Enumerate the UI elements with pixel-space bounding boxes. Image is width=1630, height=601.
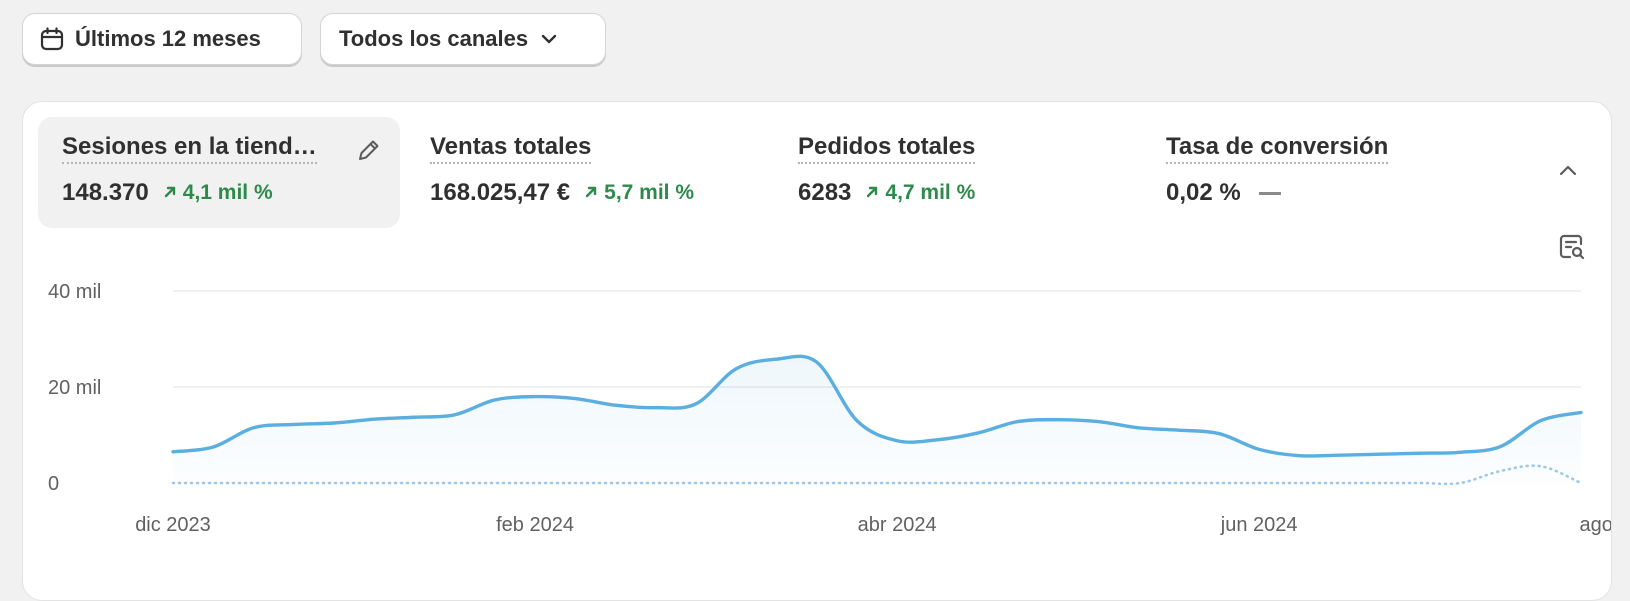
arrow-up-right-icon	[584, 181, 598, 205]
data-point	[733, 366, 739, 372]
data-point	[814, 359, 820, 365]
data-point	[1377, 451, 1383, 457]
data-point	[1296, 453, 1302, 459]
data-point	[854, 418, 860, 424]
metric-total-orders[interactable]: Pedidos totales 6283 4,7 mil %	[774, 117, 1136, 228]
metric-delta-value: 4,7 mil %	[885, 181, 976, 204]
data-point	[1176, 427, 1182, 433]
data-point	[1095, 419, 1101, 425]
data-point	[693, 401, 699, 407]
data-point	[1337, 452, 1343, 458]
metric-delta: 5,7 mil %	[584, 181, 694, 205]
metric-value: 168.025,47 €	[430, 179, 571, 206]
arrow-up-right-icon	[865, 181, 879, 205]
metric-label[interactable]: Tasa de conversión	[1166, 133, 1389, 164]
data-point	[975, 430, 981, 436]
y-tick-label: 20 mil	[48, 377, 101, 399]
data-point	[1578, 409, 1584, 415]
filter-bar: Últimos 12 meses Todos los canales	[22, 13, 606, 65]
metric-value: 6283	[798, 179, 852, 206]
calendar-icon	[39, 26, 65, 52]
chart-search-icon[interactable]	[1557, 232, 1587, 267]
metric-delta-value: 5,7 mil %	[604, 181, 695, 204]
data-point	[773, 356, 779, 362]
data-point	[1538, 418, 1544, 424]
channel-select-button[interactable]: Todos los canales	[320, 13, 606, 65]
data-point	[1055, 417, 1061, 423]
data-point	[1457, 449, 1463, 455]
x-tick-label: jun 2024	[1220, 514, 1298, 536]
data-point	[1498, 444, 1504, 450]
data-point	[653, 405, 659, 411]
x-tick-label: feb 2024	[496, 514, 574, 536]
data-point	[210, 444, 216, 450]
data-point	[613, 402, 619, 408]
pencil-icon[interactable]	[354, 135, 384, 170]
y-tick-label: 0	[48, 473, 59, 495]
data-point	[371, 416, 377, 422]
metric-total-sales[interactable]: Ventas totales 168.025,47 € 5,7 mil %	[406, 117, 768, 228]
x-tick-label: abr 2024	[858, 514, 937, 536]
series-line-previous	[171, 464, 1583, 486]
y-tick-label: 40 mil	[48, 281, 101, 303]
date-range-label: Últimos 12 meses	[75, 26, 261, 51]
arrow-up-right-icon	[163, 181, 177, 205]
data-point	[934, 437, 940, 443]
data-point	[452, 412, 458, 418]
metric-label[interactable]: Sesiones en la tiend…	[62, 133, 317, 164]
data-point	[894, 438, 900, 444]
data-point	[532, 394, 538, 400]
metric-label[interactable]: Pedidos totales	[798, 133, 976, 164]
series-line-current	[171, 354, 1583, 458]
data-point	[1135, 425, 1141, 431]
data-point	[1015, 419, 1021, 425]
metric-label[interactable]: Ventas totales	[430, 133, 592, 164]
metric-value-row: 148.370 4,1 mil %	[62, 179, 376, 207]
chevron-down-icon	[538, 28, 560, 50]
metric-value-row: 168.025,47 € 5,7 mil %	[430, 179, 744, 207]
metric-delta-value: 4,1 mil %	[182, 181, 273, 204]
metric-value-row: 0,02 %	[1166, 179, 1480, 207]
analytics-card: Sesiones en la tiend… 148.370 4,1 mil % …	[22, 101, 1612, 601]
data-point	[331, 420, 337, 426]
no-change-indicator	[1258, 191, 1281, 195]
metric-conversion-rate[interactable]: Tasa de conversión 0,02 %	[1142, 117, 1504, 228]
data-point	[411, 414, 417, 420]
data-point	[492, 397, 498, 403]
metric-delta: 4,1 mil %	[163, 181, 273, 205]
channel-select-label: Todos los canales	[339, 26, 529, 51]
data-point	[291, 421, 297, 427]
metric-delta: 4,7 mil %	[865, 181, 975, 205]
data-point	[1256, 446, 1262, 452]
sessions-line-chart[interactable]: 0 20 mil 40 mil dic 2023 feb 2024 abr 2024 jun…	[23, 102, 1612, 582]
data-point	[1216, 431, 1222, 437]
x-tick-label: ago 2024	[1580, 514, 1612, 536]
metric-value-row: 6283 4,7 mil %	[798, 179, 1112, 207]
data-point	[170, 449, 176, 455]
series-area	[173, 356, 1581, 483]
chevron-up-icon[interactable]	[1555, 158, 1581, 189]
metric-sessions[interactable]: Sesiones en la tiend… 148.370 4,1 mil %	[38, 117, 400, 228]
data-point	[572, 396, 578, 402]
metric-value: 0,02 %	[1166, 179, 1241, 206]
metric-value: 148.370	[62, 179, 149, 206]
date-range-button[interactable]: Últimos 12 meses	[22, 13, 302, 65]
data-point	[250, 425, 256, 431]
data-point	[1417, 450, 1423, 456]
x-tick-label: dic 2023	[135, 514, 211, 536]
